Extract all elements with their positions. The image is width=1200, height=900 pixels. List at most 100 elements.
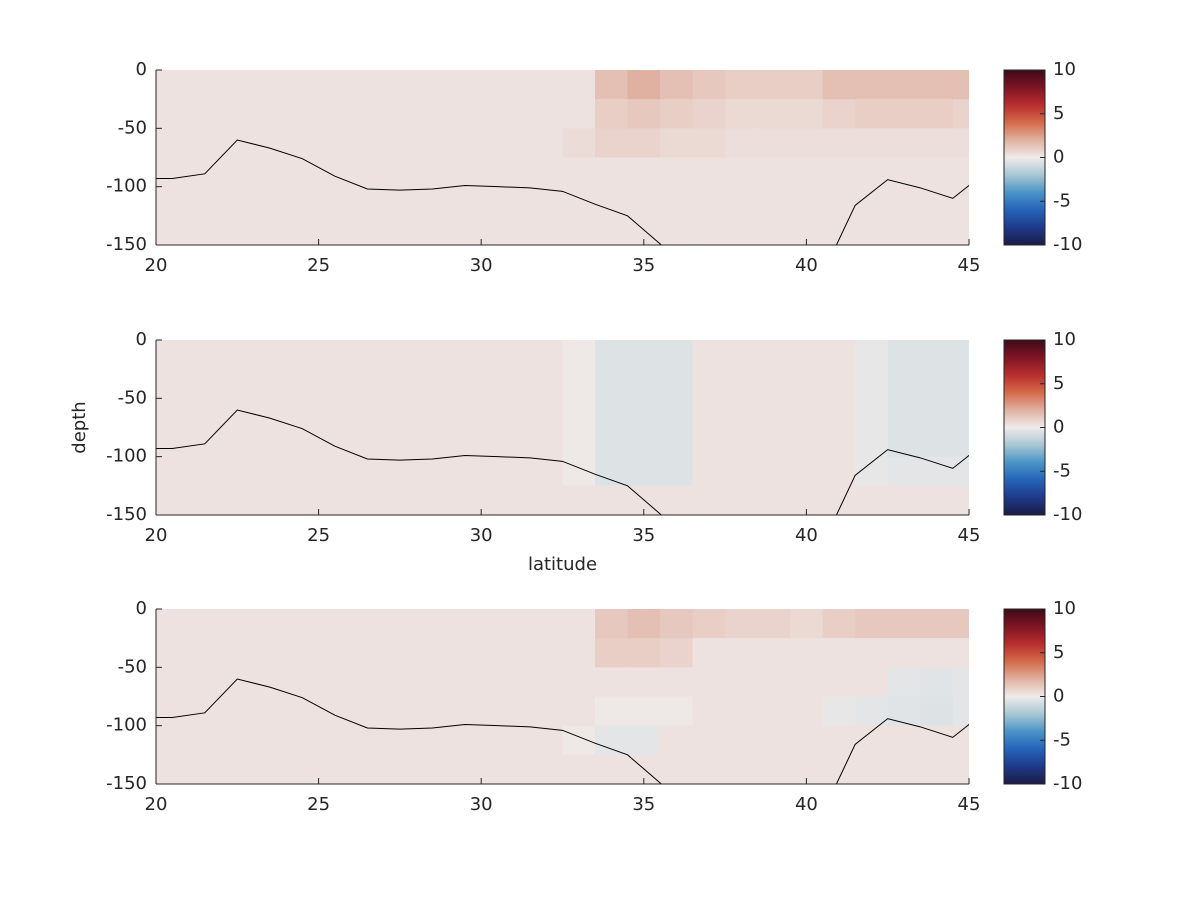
heat-cell (660, 157, 694, 188)
heat-cell (855, 609, 889, 639)
heat-cell (497, 70, 531, 100)
heat-cell (269, 70, 303, 100)
heat-cell (822, 398, 856, 428)
heat-cell (204, 456, 238, 487)
heat-cell (822, 725, 856, 756)
heat-cell (367, 157, 401, 188)
heat-cell (399, 754, 433, 784)
heat-cell (725, 696, 759, 727)
heat-cell (887, 186, 921, 217)
heat-cell (334, 754, 368, 784)
heat-cell (692, 369, 726, 399)
heat-cell (464, 696, 498, 727)
heat-cell (334, 485, 368, 515)
heat-cell (757, 667, 791, 697)
heat-cell (887, 215, 921, 245)
heat-cell (790, 99, 824, 129)
heat-cell (952, 638, 969, 668)
heat-cell (269, 696, 303, 727)
x-tick-label: 30 (470, 255, 493, 276)
heat-cell (790, 398, 824, 428)
heat-cell (725, 609, 759, 639)
heat-cell (529, 754, 563, 784)
heat-cell (497, 427, 531, 458)
heat-cell (692, 70, 726, 100)
x-tick-label: 40 (795, 255, 818, 276)
heat-cell (237, 667, 271, 697)
heat-cell (692, 128, 726, 158)
y-axis-label: depth (69, 401, 90, 453)
heat-cell (562, 609, 596, 639)
heat-cell (725, 70, 759, 100)
heat-cell (367, 99, 401, 129)
heat-cell (757, 609, 791, 639)
heat-cell (237, 70, 271, 100)
heat-cell (757, 186, 791, 217)
heat-cell (172, 609, 206, 639)
heat-cell (660, 427, 694, 458)
heat-cell (367, 186, 401, 217)
heat-cell (399, 427, 433, 458)
heat-cell (855, 427, 889, 458)
heat-cell (952, 754, 969, 784)
heat-cell (172, 398, 206, 428)
heat-cell (302, 696, 336, 727)
heat-cell (920, 340, 954, 370)
heat-cell (172, 456, 206, 487)
heat-cell (399, 128, 433, 158)
heat-cell (790, 638, 824, 668)
heat-cell (204, 157, 238, 188)
heat-cell (692, 157, 726, 188)
heat-cell (399, 696, 433, 727)
x-tick-label: 25 (307, 255, 330, 276)
heat-cell (595, 157, 629, 188)
heat-cell (692, 725, 726, 756)
heat-cell (822, 70, 856, 100)
heat-cell (887, 427, 921, 458)
heat-cell (237, 754, 271, 784)
heat-cell (627, 340, 661, 370)
heat-cell (790, 725, 824, 756)
heat-cell (660, 456, 694, 487)
heat-cell (156, 609, 173, 639)
x-tick-label: 35 (632, 255, 655, 276)
heat-cell (790, 667, 824, 697)
heat-cell (269, 609, 303, 639)
heat-cell (497, 456, 531, 487)
heat-cell (399, 157, 433, 188)
heat-cell (334, 70, 368, 100)
heat-cell (367, 667, 401, 697)
heat-cell (692, 427, 726, 458)
heat-cell (529, 128, 563, 158)
heat-cell (725, 427, 759, 458)
heat-cell (887, 725, 921, 756)
heat-cell (464, 369, 498, 399)
heat-cell (757, 99, 791, 129)
heat-cell (269, 754, 303, 784)
heat-cell (204, 398, 238, 428)
heat-cell (627, 638, 661, 668)
heat-cell (692, 754, 726, 784)
heat-cell (595, 128, 629, 158)
heat-cell (237, 427, 271, 458)
heat-cell (757, 485, 791, 515)
y-tick-label: -50 (118, 387, 147, 408)
heat-cell (562, 398, 596, 428)
heat-cell (432, 427, 466, 458)
heat-cell (660, 70, 694, 100)
heat-cell (790, 128, 824, 158)
heat-cell (692, 186, 726, 217)
heat-cell (172, 754, 206, 784)
heat-cell (156, 70, 173, 100)
heat-cell (367, 456, 401, 487)
heat-cell (432, 754, 466, 784)
heat-cell (269, 485, 303, 515)
heat-cell (204, 369, 238, 399)
heat-cell (172, 157, 206, 188)
heat-cell (627, 398, 661, 428)
heat-cell (725, 456, 759, 487)
heat-cell (660, 725, 694, 756)
heat-cell (562, 157, 596, 188)
heat-cell (302, 369, 336, 399)
